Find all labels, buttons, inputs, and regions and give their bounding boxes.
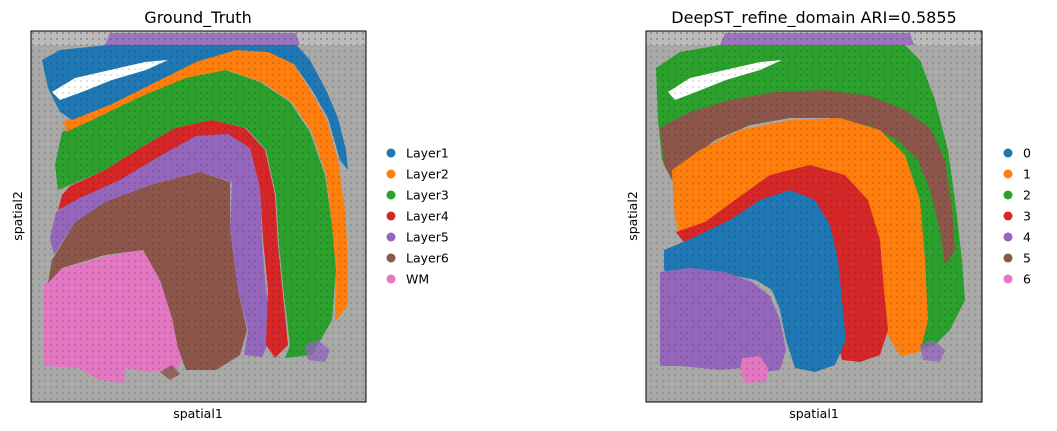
legend-label: 3 — [1023, 209, 1031, 224]
legend-marker — [1003, 169, 1013, 179]
legend-entry: 1 — [1003, 167, 1031, 182]
legend-entry: Layer5 — [386, 230, 449, 245]
legend-entry: 6 — [1003, 272, 1031, 287]
legend-label: 6 — [1023, 272, 1031, 287]
legend-entry: WM — [386, 272, 429, 287]
legend-marker — [386, 211, 396, 221]
legend-entry: Layer3 — [386, 188, 449, 203]
legend-entry: Layer1 — [386, 146, 449, 161]
legend-entry: Layer2 — [386, 167, 449, 182]
legend-label: WM — [406, 272, 429, 287]
legend-marker — [386, 190, 396, 200]
y-axis-label: spatial2 — [625, 191, 640, 241]
legend-entry: 0 — [1003, 146, 1031, 161]
legend-marker — [1003, 232, 1013, 242]
x-axis-label: spatial1 — [789, 406, 839, 421]
legend: 0 1 2 3 4 5 6 — [1003, 146, 1031, 287]
legend-label: Layer6 — [406, 251, 449, 266]
panel-title: DeepST_refine_domain ARI=0.5855 — [671, 8, 956, 28]
legend-marker — [386, 169, 396, 179]
y-axis-label: spatial2 — [10, 191, 25, 241]
legend-marker — [1003, 274, 1013, 284]
legend-label: Layer2 — [406, 167, 449, 182]
legend-label: Layer5 — [406, 230, 449, 245]
legend-entry: 5 — [1003, 251, 1031, 266]
axes-frame — [645, 30, 983, 403]
panel-ground-truth: Ground_Truth — [10, 8, 449, 421]
legend-entry: 3 — [1003, 209, 1031, 224]
legend-label: 2 — [1023, 188, 1031, 203]
legend-marker — [386, 253, 396, 263]
legend-label: 0 — [1023, 146, 1031, 161]
legend-marker — [1003, 253, 1013, 263]
panel-title: Ground_Truth — [144, 8, 251, 28]
legend-label: 4 — [1023, 230, 1031, 245]
legend-entry: Layer4 — [386, 209, 449, 224]
legend-marker — [386, 274, 396, 284]
spot-texture — [31, 31, 366, 402]
legend-label: 1 — [1023, 167, 1031, 182]
tissue-map — [646, 31, 982, 402]
axes-frame — [30, 30, 367, 403]
legend-marker — [386, 148, 396, 158]
panel-deepst: DeepST_refine_domain ARI=0.5855 — [625, 8, 1031, 421]
legend: Layer1 Layer2 Layer3 Layer4 Layer5 Layer6 WM — [386, 146, 449, 287]
legend-marker — [386, 232, 396, 242]
x-axis-label: spatial1 — [173, 406, 223, 421]
legend-label: Layer4 — [406, 209, 449, 224]
spot-texture — [646, 31, 982, 402]
legend-marker — [1003, 190, 1013, 200]
legend-label: Layer3 — [406, 188, 449, 203]
tissue-map — [31, 31, 366, 402]
legend-marker — [1003, 148, 1013, 158]
legend-label: Layer1 — [406, 146, 449, 161]
legend-entry: 4 — [1003, 230, 1031, 245]
legend-marker — [1003, 211, 1013, 221]
legend-entry: 2 — [1003, 188, 1031, 203]
legend-label: 5 — [1023, 251, 1031, 266]
legend-entry: Layer6 — [386, 251, 449, 266]
